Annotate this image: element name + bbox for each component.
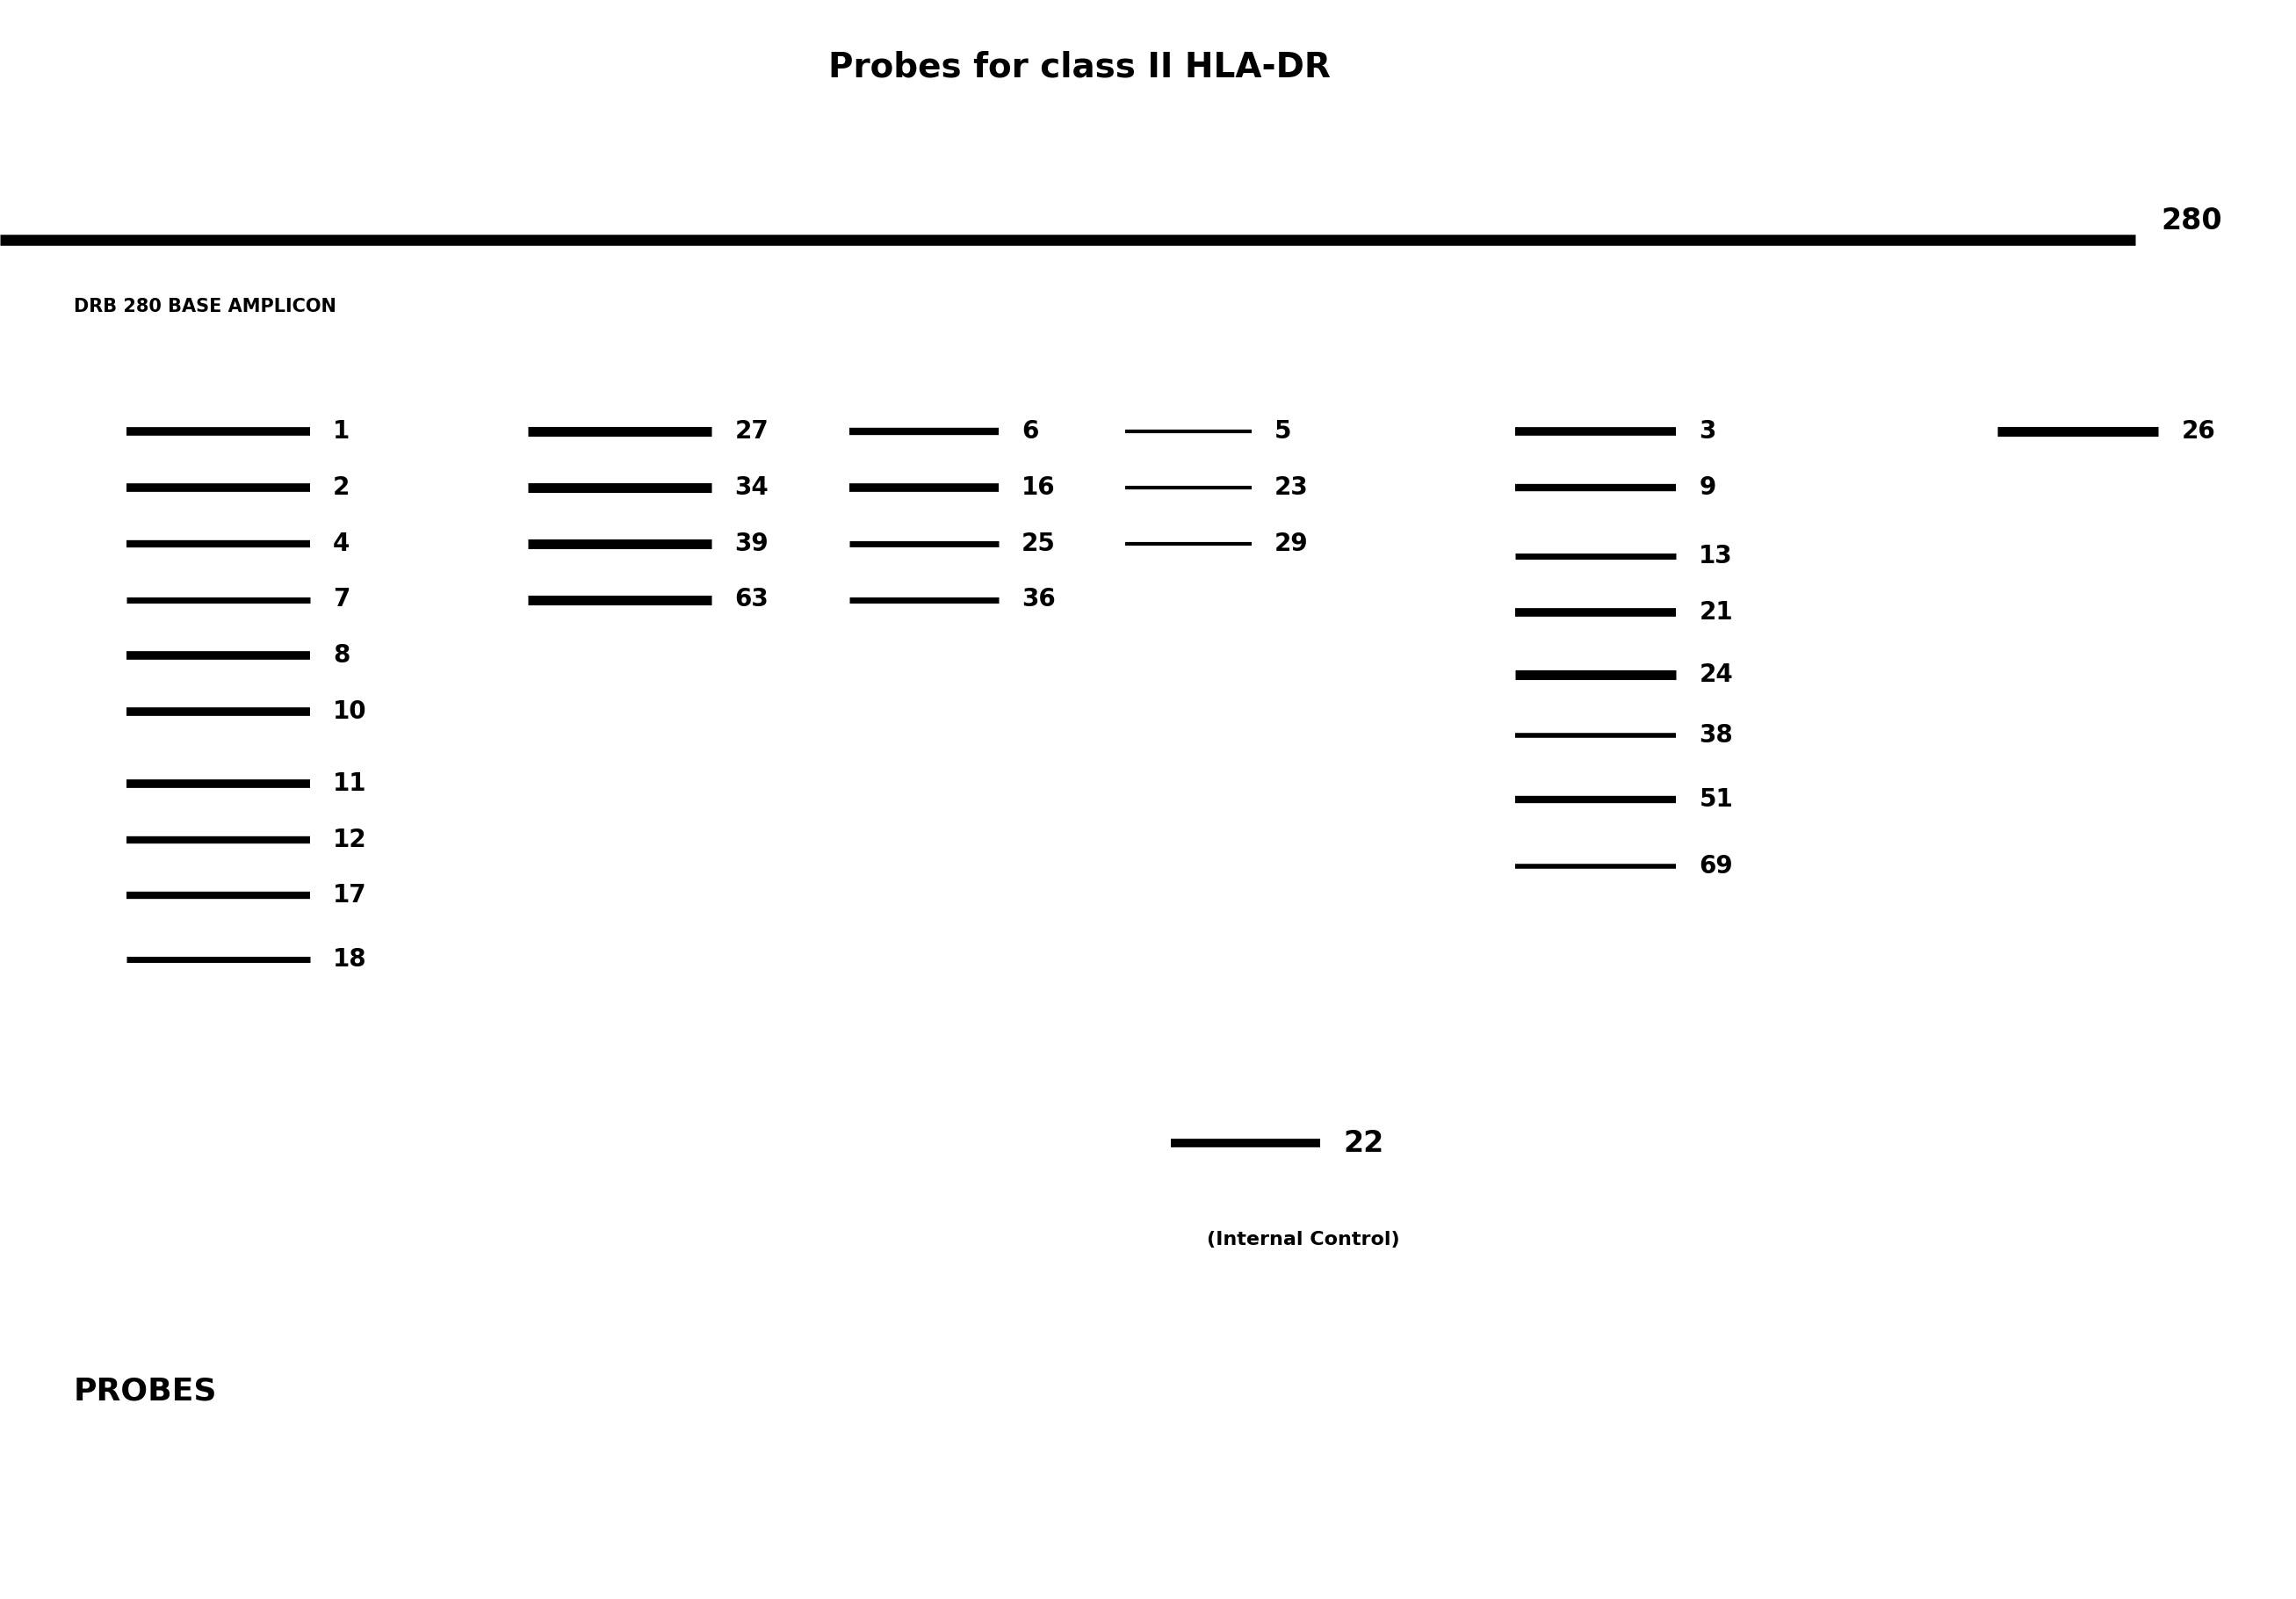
Text: 10: 10	[333, 699, 367, 724]
Text: 11: 11	[333, 771, 367, 796]
Text: 1: 1	[333, 419, 349, 445]
Text: 26: 26	[2181, 419, 2216, 445]
Text: 2: 2	[333, 475, 349, 500]
Text: 9: 9	[1699, 475, 1715, 500]
Text: 39: 39	[735, 531, 769, 556]
Text: 29: 29	[1274, 531, 1309, 556]
Text: 17: 17	[333, 883, 367, 908]
Text: 51: 51	[1699, 787, 1733, 812]
Text: 34: 34	[735, 475, 769, 500]
Text: 12: 12	[333, 827, 367, 852]
Text: 36: 36	[1022, 587, 1056, 612]
Text: 24: 24	[1699, 662, 1733, 688]
Text: 23: 23	[1274, 475, 1309, 500]
Text: Probes for class II HLA-DR: Probes for class II HLA-DR	[829, 51, 1329, 83]
Text: 3: 3	[1699, 419, 1715, 445]
Text: 280: 280	[2161, 206, 2223, 235]
Text: 22: 22	[1343, 1129, 1384, 1158]
Text: 6: 6	[1022, 419, 1038, 445]
Text: 25: 25	[1022, 531, 1056, 556]
Text: (Internal Control): (Internal Control)	[1205, 1231, 1401, 1247]
Text: 4: 4	[333, 531, 349, 556]
Text: 27: 27	[735, 419, 769, 445]
Text: PROBES: PROBES	[73, 1377, 218, 1406]
Text: 5: 5	[1274, 419, 1290, 445]
Text: 8: 8	[333, 643, 349, 668]
Text: 13: 13	[1699, 544, 1733, 569]
Text: 21: 21	[1699, 600, 1733, 625]
Text: 18: 18	[333, 947, 367, 972]
Text: 63: 63	[735, 587, 769, 612]
Text: DRB 280 BASE AMPLICON: DRB 280 BASE AMPLICON	[73, 299, 335, 315]
Text: 38: 38	[1699, 723, 1733, 748]
Text: 16: 16	[1022, 475, 1056, 500]
Text: 69: 69	[1699, 854, 1733, 879]
Text: 7: 7	[333, 587, 349, 612]
